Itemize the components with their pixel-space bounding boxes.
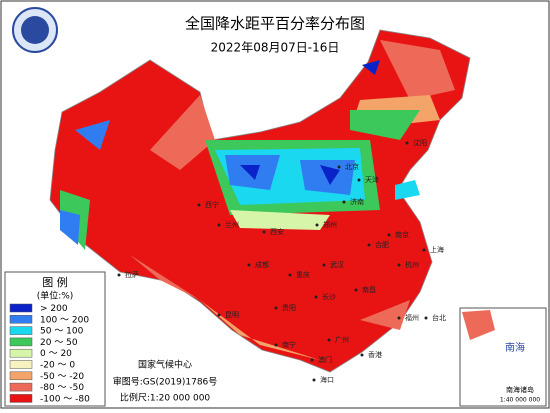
- city-dot: [310, 358, 314, 362]
- city-dot: [314, 295, 318, 299]
- legend-swatch: [9, 326, 33, 335]
- city-label: 南宁: [282, 340, 296, 349]
- approval: 审图号:GS(2019)1786号: [113, 376, 218, 388]
- legend-label: 0 ～ 20: [40, 349, 72, 359]
- city-label: 兰州: [225, 220, 239, 229]
- legend-label: -80 ～ -50: [40, 383, 84, 393]
- city-dot: [247, 263, 251, 267]
- city-label: 成都: [255, 260, 269, 269]
- inset: 南海 南海诸岛 1:40 000 000: [459, 307, 547, 407]
- subtitle: 2022年08月07日-16日: [211, 41, 340, 55]
- city-dot: [217, 223, 221, 227]
- city-label: 昆明: [225, 311, 239, 319]
- city-dot: [405, 141, 409, 145]
- city-dot: [117, 273, 121, 277]
- city-dot: [354, 288, 358, 292]
- city-label: 西宁: [205, 200, 219, 209]
- city-label: 济南: [350, 197, 364, 206]
- city-dot: [274, 306, 278, 310]
- city-label: 南昌: [362, 285, 376, 294]
- city-dot: [322, 263, 326, 267]
- city-label: 澳门: [318, 355, 332, 364]
- legend-label: 100 ～ 200: [40, 315, 89, 325]
- city-label: 沈阳: [413, 138, 427, 147]
- legend-label: > 200: [40, 304, 68, 314]
- city-dot: [337, 165, 341, 169]
- city-dot: [422, 248, 426, 252]
- legend-swatch: [9, 360, 33, 369]
- city-label: 广州: [335, 335, 349, 344]
- title: 全国降水距平百分率分布图: [185, 15, 365, 33]
- city-dot: [327, 338, 331, 342]
- city-dot: [342, 200, 346, 204]
- city-label: 合肥: [375, 240, 389, 249]
- city-label: 上海: [430, 245, 444, 254]
- legend-swatch: [9, 371, 33, 381]
- city-dot: [397, 263, 401, 267]
- city-label: 海口: [320, 375, 334, 384]
- city-label: 福州: [405, 313, 419, 322]
- agency: 国家气候中心: [138, 359, 192, 371]
- city-dot: [312, 378, 316, 382]
- legend-label: 20 ～ 50: [40, 338, 78, 348]
- map: [49, 29, 471, 373]
- city-label: 武汉: [330, 260, 344, 269]
- city-label: 重庆: [296, 270, 310, 279]
- city-label: 郑州: [323, 221, 337, 229]
- inset-islands: 南海诸岛: [506, 385, 534, 394]
- legend-swatch: [9, 337, 33, 347]
- city-dot: [315, 223, 319, 227]
- city-dot: [262, 230, 266, 234]
- legend-unit: (单位:%): [37, 290, 74, 302]
- city-label: 长沙: [322, 292, 336, 301]
- city-label: 拉萨: [125, 270, 139, 279]
- inset-scale: 1:40 000 000: [500, 397, 540, 404]
- city-dot: [424, 316, 428, 320]
- city-label: 台北: [432, 313, 446, 322]
- city-dot: [397, 316, 401, 320]
- city-label: 贵阳: [282, 303, 296, 312]
- city-dot: [387, 233, 391, 237]
- inset-land: [462, 310, 495, 340]
- legend-label: -20 ～ 0: [40, 361, 75, 371]
- legend-title: 图 例: [42, 275, 68, 289]
- city-dot: [360, 353, 364, 357]
- legend-label: 50 ～ 100: [40, 327, 84, 337]
- scale: 比例尺:1:20 000 000: [120, 392, 211, 404]
- city-dot: [288, 273, 292, 277]
- legend-label: -100 ～ -80: [40, 394, 90, 404]
- city-label: 南京: [395, 230, 409, 239]
- inset-sea: 南海: [505, 341, 525, 354]
- city-label: 杭州: [405, 260, 419, 269]
- legend-swatch: [9, 303, 33, 313]
- legend-label: -50 ～ -20: [40, 372, 84, 382]
- legend-swatch: [9, 382, 33, 392]
- city-label: 西安: [270, 227, 284, 236]
- city-label: 香港: [368, 350, 382, 359]
- legend-swatch: [9, 315, 33, 324]
- city-dot: [217, 313, 221, 317]
- city-dot: [357, 178, 361, 182]
- city-dot: [367, 243, 371, 247]
- city-dot: [274, 343, 278, 347]
- legend-swatch: [9, 348, 33, 358]
- city-dot: [197, 203, 201, 207]
- legend-swatch: [9, 394, 33, 403]
- city-label: 天津: [365, 176, 379, 184]
- city-label: 北京: [345, 162, 359, 171]
- logo: [12, 7, 58, 53]
